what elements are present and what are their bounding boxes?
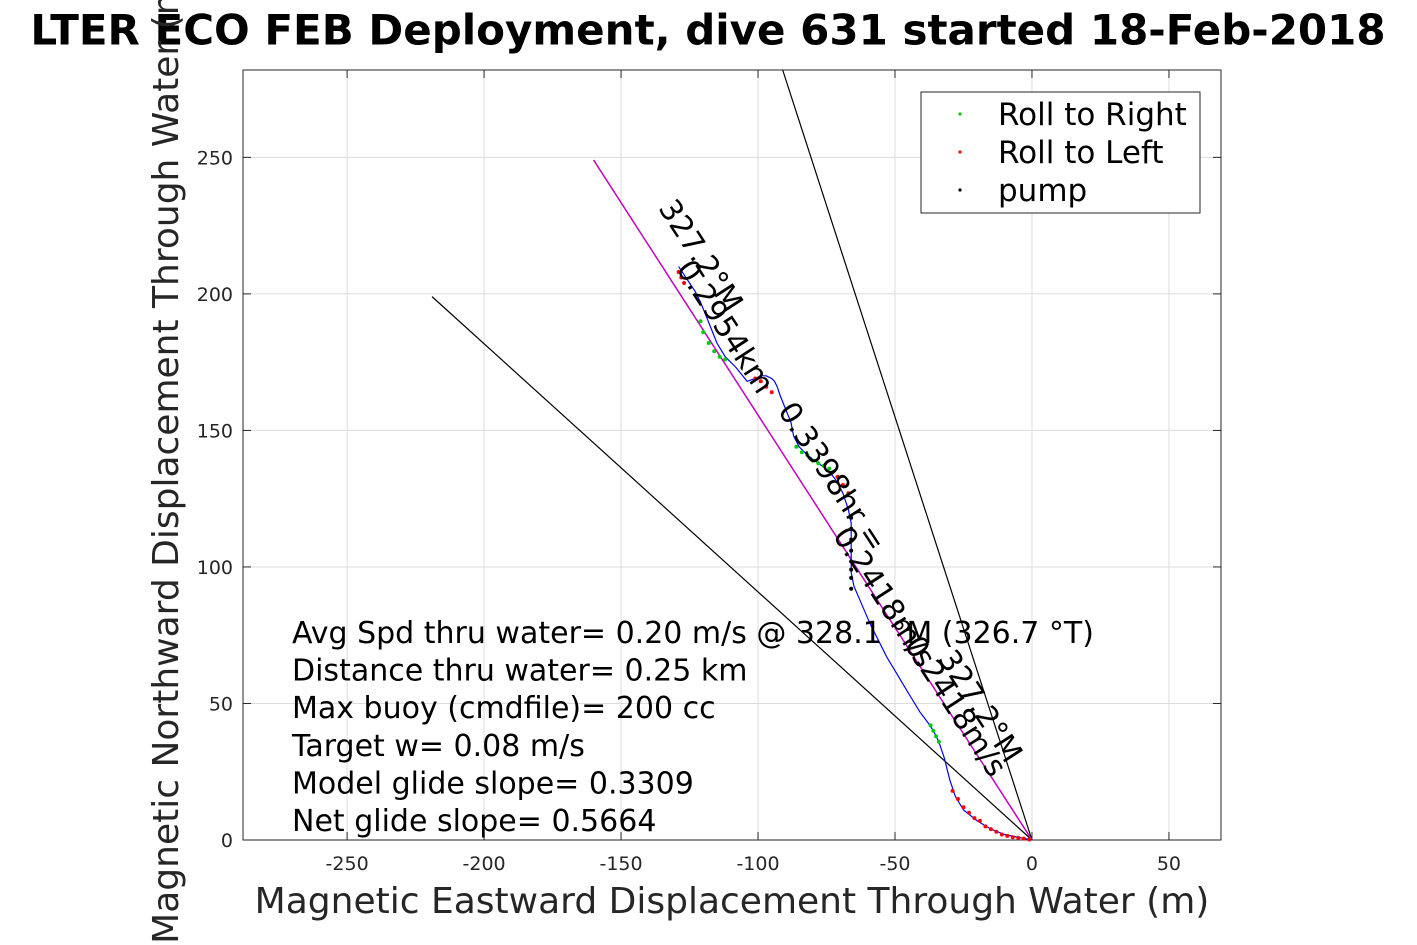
data-point: [794, 444, 799, 449]
legend-marker: [958, 150, 962, 154]
data-point: [679, 275, 684, 280]
data-point: [849, 537, 854, 542]
x-tick-label: -100: [736, 853, 779, 875]
x-tick-label: -250: [326, 853, 369, 875]
heading-line: [431, 296, 1033, 841]
data-point: [988, 827, 993, 832]
chart-title: LTER ECO FEB Deployment, dive 631 starte…: [30, 5, 1386, 55]
track-line: [678, 266, 1033, 841]
y-tick-label: 150: [197, 420, 233, 442]
data-point: [827, 466, 832, 471]
y-tick-label: 250: [197, 147, 233, 169]
stats-box: Avg Spd thru water= 0.20 m/s @ 328.1 °M …: [291, 616, 1094, 839]
data-point: [810, 458, 815, 463]
stats-line: Net glide slope= 0.5664: [292, 804, 656, 839]
data-point: [983, 824, 988, 829]
data-point: [682, 280, 687, 285]
x-tick-label: -150: [599, 853, 642, 875]
data-point: [723, 357, 728, 362]
data-point: [994, 829, 999, 834]
legend-label: pump: [998, 173, 1087, 209]
data-point: [799, 450, 804, 455]
heading-line: [782, 69, 1033, 841]
data-point: [1005, 833, 1010, 838]
data-points: [676, 270, 1032, 842]
data-point: [821, 463, 826, 468]
mean-heading-line: [593, 159, 1033, 841]
x-tick-label: -50: [879, 853, 910, 875]
axis-ticks: -250 -200 -150 -100 -50 0 50 0 50 100 150 200 250: [197, 70, 1221, 875]
data-point: [934, 734, 939, 739]
data-point: [849, 586, 854, 591]
y-tick-label: 200: [197, 284, 233, 306]
data-point: [999, 832, 1004, 837]
data-point: [764, 384, 769, 389]
annotation-label: 0.3398hr =: [770, 396, 892, 558]
data-point: [816, 461, 821, 466]
data-point: [840, 483, 845, 488]
legend-label: Roll to Left: [998, 135, 1164, 171]
data-point: [676, 270, 681, 275]
data-point: [698, 319, 703, 324]
y-tick-label: 100: [197, 557, 233, 579]
data-point: [706, 341, 711, 346]
data-point: [961, 805, 966, 810]
data-point: [928, 723, 933, 728]
data-point: [835, 474, 840, 479]
data-point: [849, 548, 854, 553]
data-point: [972, 816, 977, 821]
data-point: [956, 797, 961, 802]
stats-line: Distance thru water= 0.25 km: [292, 654, 747, 689]
stats-line: Target w= 0.08 m/s: [291, 729, 585, 764]
y-tick-label: 0: [221, 830, 233, 852]
data-point: [712, 349, 717, 354]
stats-line: Max buoy (cmdfile)= 200 cc: [292, 691, 716, 726]
data-point: [1021, 836, 1026, 841]
data-point: [950, 788, 955, 793]
data-point: [849, 559, 854, 564]
legend-label: Roll to Right: [998, 97, 1187, 133]
stats-line: Model glide slope= 0.3309: [292, 766, 694, 801]
x-tick-label: -200: [463, 853, 506, 875]
x-tick-label: 50: [1157, 853, 1181, 875]
data-point: [936, 739, 941, 744]
stats-line: Avg Spd thru water= 0.20 m/s @ 328.1 °M …: [292, 616, 1094, 651]
y-tick-label: 50: [209, 693, 233, 715]
y-axis-label: Magnetic Northward Displacement Through …: [146, 0, 187, 944]
plot-frame: [242, 69, 1222, 841]
track: [678, 266, 1033, 841]
data-point: [977, 818, 982, 823]
data-point: [753, 376, 758, 381]
data-point: [849, 575, 854, 580]
data-point: [701, 330, 706, 335]
data-point: [758, 379, 763, 384]
data-point: [717, 354, 722, 359]
data-point: [1016, 835, 1021, 840]
data-point: [849, 515, 854, 520]
guide-lines: [431, 69, 1033, 841]
data-point: [849, 526, 854, 531]
data-point: [1010, 835, 1015, 840]
data-point: [769, 390, 774, 395]
data-point: [966, 810, 971, 815]
data-point: [931, 728, 936, 733]
data-point: [846, 491, 851, 496]
x-tick-label: 0: [1026, 853, 1038, 875]
data-point: [1027, 837, 1032, 842]
data-point: [805, 453, 810, 457]
legend-box: [920, 91, 1201, 214]
x-axis-label: Magnetic Eastward Displacement Through W…: [255, 881, 1210, 922]
data-point: [849, 567, 854, 572]
legend-marker: [958, 112, 962, 116]
legend-marker: [958, 188, 962, 192]
